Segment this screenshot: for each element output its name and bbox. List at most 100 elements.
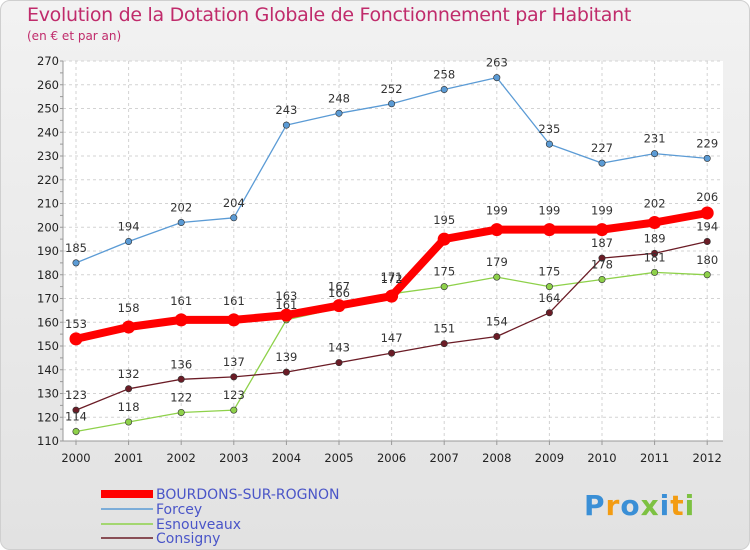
point-consigny <box>440 340 448 348</box>
data-label-consigny: 132 <box>118 367 140 381</box>
point-esnouveaux <box>703 271 711 279</box>
data-label-forcey: 185 <box>65 241 87 255</box>
series-layer <box>69 74 714 435</box>
point-bourdons-sur-rognon <box>227 313 241 327</box>
data-label-consigny: 154 <box>486 315 508 329</box>
y-tick-label: 130 <box>37 387 59 401</box>
point-bourdons-sur-rognon <box>122 320 136 334</box>
x-tick-label: 2006 <box>377 451 406 465</box>
point-consigny <box>230 373 238 381</box>
data-label-esnouveaux: 166 <box>328 286 350 300</box>
data-label-esnouveaux: 122 <box>170 391 192 405</box>
point-esnouveaux <box>230 406 238 414</box>
data-label-esnouveaux: 161 <box>275 298 297 312</box>
point-forcey <box>651 150 659 158</box>
point-forcey <box>598 159 606 167</box>
x-tick-label: 2001 <box>114 451 143 465</box>
y-tick-label: 120 <box>37 410 59 424</box>
data-label-consigny: 151 <box>433 322 455 336</box>
point-consigny <box>388 349 396 357</box>
point-esnouveaux <box>440 283 448 291</box>
point-bourdons-sur-rognon <box>385 289 399 303</box>
point-forcey <box>388 100 396 108</box>
data-label-consigny: 136 <box>170 357 192 371</box>
data-label-bourdons-sur-rognon: 199 <box>538 204 560 218</box>
chart-subtitle: (en € et par an) <box>27 29 122 43</box>
legend-label-forcey: Forcey <box>156 502 202 518</box>
data-label-bourdons-sur-rognon: 161 <box>170 294 192 308</box>
logo-letter: o <box>620 489 641 522</box>
y-tick-label: 110 <box>37 434 59 448</box>
point-bourdons-sur-rognon <box>542 223 556 237</box>
axes: 110 120 130 140 150 160 170 180 190 200 210 220 230 2… <box>37 54 723 465</box>
point-bourdons-sur-rognon <box>332 299 346 313</box>
data-label-forcey: 204 <box>223 196 245 210</box>
logo-letter: i <box>684 489 696 522</box>
point-esnouveaux <box>493 273 501 281</box>
x-tick-label: 2010 <box>587 451 616 465</box>
data-label-consigny: 147 <box>381 331 403 345</box>
point-esnouveaux <box>651 268 659 276</box>
point-forcey <box>335 109 343 117</box>
x-tick-label: 2007 <box>430 451 459 465</box>
point-consigny <box>651 249 659 257</box>
point-consigny <box>703 238 711 246</box>
logo-letter: x <box>640 489 660 522</box>
logo-letter: i <box>659 489 671 522</box>
data-label-esnouveaux: 118 <box>118 400 140 414</box>
logo-letter: t <box>670 489 685 522</box>
data-label-forcey: 227 <box>591 141 613 155</box>
data-label-consigny: 143 <box>328 341 350 355</box>
point-forcey <box>493 74 501 82</box>
data-label-forcey: 252 <box>381 82 403 96</box>
point-forcey <box>72 259 80 267</box>
data-label-bourdons-sur-rognon: 167 <box>328 280 350 294</box>
point-consigny <box>335 359 343 367</box>
logo-letter: r <box>605 489 621 522</box>
data-label-consigny: 164 <box>538 291 560 305</box>
data-label-bourdons-sur-rognon: 206 <box>696 190 718 204</box>
data-label-esnouveaux: 175 <box>538 265 560 279</box>
logo-letter: P <box>584 489 606 522</box>
data-label-forcey: 194 <box>118 220 140 234</box>
point-consigny <box>177 375 185 383</box>
data-label-bourdons-sur-rognon: 158 <box>118 301 140 315</box>
y-tick-label: 150 <box>37 339 59 353</box>
y-tick-label: 250 <box>37 102 59 116</box>
legend-label-bourdons-sur-rognon: BOURDONS-SUR-ROGNON <box>156 487 339 503</box>
data-label-bourdons-sur-rognon: 202 <box>644 197 666 211</box>
data-label-esnouveaux: 180 <box>696 253 718 267</box>
y-tick-label: 240 <box>37 125 59 139</box>
point-forcey <box>177 219 185 227</box>
data-label-bourdons-sur-rognon: 161 <box>223 294 245 308</box>
y-tick-label: 140 <box>37 363 59 377</box>
data-labels: 185 194 202 204 243 248 252 258 263 235 227 231 229 1… <box>65 56 718 424</box>
x-tick-label: 2012 <box>693 451 722 465</box>
point-bourdons-sur-rognon <box>490 223 504 237</box>
data-label-esnouveaux: 179 <box>486 255 508 269</box>
data-label-forcey: 231 <box>644 132 666 146</box>
point-consigny <box>598 254 606 262</box>
y-tick-label: 210 <box>37 197 59 211</box>
data-label-consigny: 187 <box>591 236 613 250</box>
point-bourdons-sur-rognon <box>595 223 609 237</box>
point-bourdons-sur-rognon <box>437 232 451 246</box>
point-esnouveaux <box>72 427 80 435</box>
data-label-bourdons-sur-rognon: 199 <box>486 204 508 218</box>
legend-label-esnouveaux: Esnouveaux <box>156 517 241 533</box>
y-tick-label: 160 <box>37 315 59 329</box>
data-label-esnouveaux: 175 <box>433 265 455 279</box>
data-label-esnouveaux: 181 <box>644 250 666 264</box>
y-tick-label: 270 <box>37 54 59 68</box>
point-bourdons-sur-rognon <box>279 308 293 322</box>
y-tick-label: 200 <box>37 220 59 234</box>
data-label-esnouveaux: 172 <box>381 272 403 286</box>
data-label-consigny: 123 <box>65 388 87 402</box>
point-esnouveaux <box>598 275 606 283</box>
x-tick-label: 2009 <box>535 451 564 465</box>
data-label-esnouveaux: 123 <box>223 388 245 402</box>
y-tick-label: 230 <box>37 149 59 163</box>
point-bourdons-sur-rognon <box>174 313 188 327</box>
